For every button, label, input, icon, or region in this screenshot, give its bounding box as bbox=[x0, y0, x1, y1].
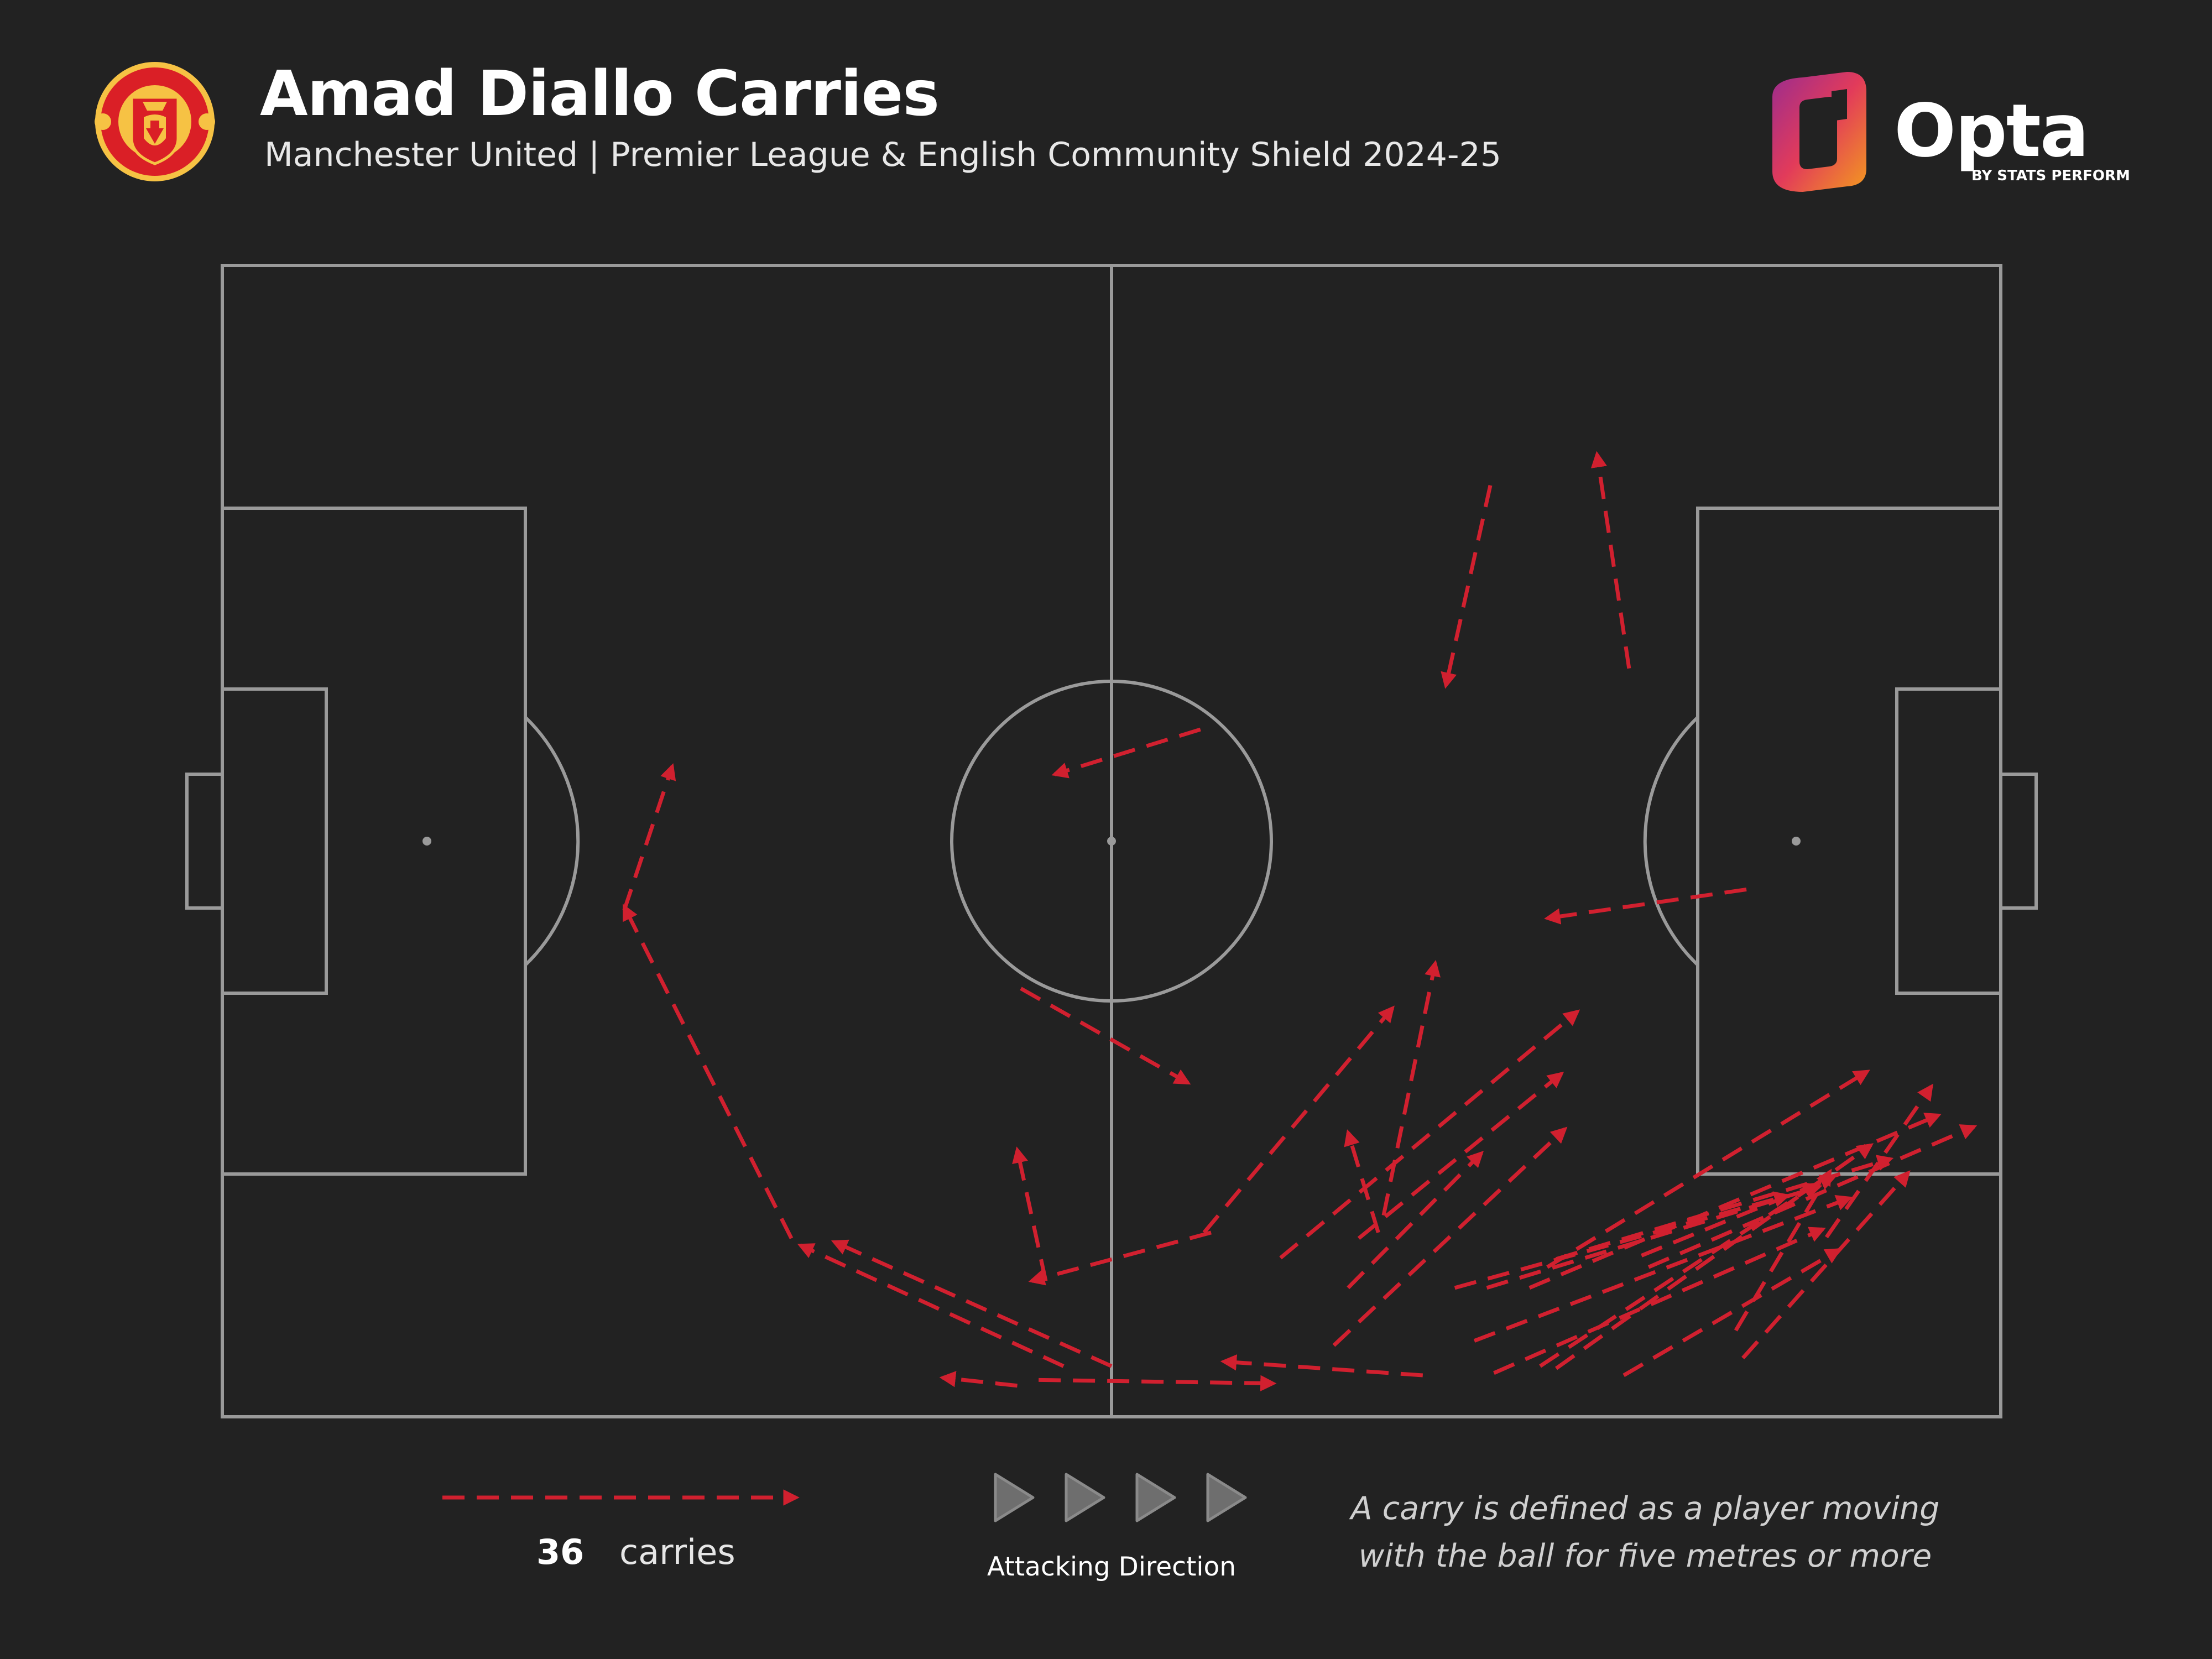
page-title: Amad Diallo Carries bbox=[260, 58, 940, 130]
carry-arrow bbox=[1051, 727, 1201, 779]
carry-arrow bbox=[622, 763, 676, 911]
carry-arrow bbox=[1220, 1354, 1423, 1378]
left-penalty-arc bbox=[524, 716, 580, 967]
direction-arrow-icon bbox=[994, 1473, 1035, 1522]
carry-arrow bbox=[1332, 1126, 1568, 1347]
carry-count-label: carries bbox=[619, 1532, 735, 1572]
carry-arrow bbox=[1741, 1170, 1911, 1360]
carry-arrow bbox=[1528, 1113, 1942, 1290]
carry-arrow bbox=[1344, 1129, 1380, 1233]
page-subtitle: Manchester United | Premier League & Eng… bbox=[264, 135, 1501, 174]
carry-arrow bbox=[1028, 1230, 1212, 1286]
attacking-direction-label: Attacking Direction bbox=[987, 1552, 1236, 1582]
centre-spot bbox=[1107, 837, 1116, 846]
carry-definition: A carry is defined as a player moving wi… bbox=[1349, 1485, 1941, 1580]
carry-arrow bbox=[1347, 1151, 1484, 1290]
carry-arrow bbox=[1544, 887, 1747, 925]
carry-arrow bbox=[1590, 451, 1631, 669]
right-penalty-spot bbox=[1792, 837, 1801, 846]
opta-byline: BY STATS PERFORM bbox=[1971, 168, 2130, 184]
carry-arrow bbox=[622, 904, 794, 1239]
left-penalty-spot bbox=[422, 837, 431, 846]
carry-arrow bbox=[1623, 1248, 1842, 1378]
carry-arrow bbox=[1279, 1009, 1580, 1260]
carry-arrow bbox=[1486, 1182, 1823, 1290]
pitch-lines bbox=[185, 264, 2038, 1418]
centre-circle bbox=[950, 680, 1273, 1003]
carry-arrow bbox=[1012, 1146, 1048, 1282]
carry-arrow bbox=[797, 1243, 1065, 1368]
carry-count: 36 bbox=[536, 1532, 585, 1572]
carry-arrow bbox=[1473, 1195, 1853, 1343]
direction-arrow-icon bbox=[1206, 1473, 1247, 1522]
pitch-spots bbox=[422, 837, 1801, 846]
carry-arrow bbox=[1546, 1070, 1870, 1269]
carry-arrow bbox=[1454, 1191, 1791, 1290]
opta-logo-icon bbox=[1772, 72, 1866, 192]
direction-arrow-icon bbox=[1065, 1473, 1105, 1522]
carry-definition-line: A carry is defined as a player moving bbox=[1350, 1490, 1940, 1527]
right-goal bbox=[1999, 773, 2038, 910]
carry-arrow bbox=[1539, 1182, 1819, 1368]
carry-arrow bbox=[831, 1239, 1113, 1368]
carry-arrow bbox=[1381, 959, 1441, 1216]
carry-arrow bbox=[1357, 1071, 1564, 1240]
carry-arrow bbox=[1202, 1005, 1395, 1234]
carries-layer bbox=[622, 451, 1978, 1391]
carry-arrow bbox=[939, 1371, 1018, 1388]
carry-arrow bbox=[1824, 1083, 1933, 1239]
carry-arrow bbox=[1441, 484, 1493, 689]
right-penalty-box bbox=[1696, 507, 2002, 1176]
right-penalty-arc bbox=[1643, 716, 1699, 967]
left-six-yard-box bbox=[221, 687, 328, 995]
carry-arrow bbox=[1734, 1168, 1832, 1332]
left-penalty-box bbox=[221, 507, 527, 1176]
manchester-united-crest-icon bbox=[95, 62, 215, 181]
carry-definition-line: with the ball for five metres or more bbox=[1358, 1538, 1932, 1574]
direction-arrow-icon bbox=[1135, 1473, 1176, 1522]
left-goal bbox=[185, 773, 224, 910]
carry-arrow bbox=[1039, 1375, 1277, 1391]
right-six-yard-box bbox=[1895, 687, 2002, 995]
carry-arrow bbox=[1493, 1227, 1826, 1375]
attacking-direction-arrows bbox=[994, 1473, 1247, 1522]
opta-wordmark: Opta bbox=[1894, 88, 2089, 174]
carry-arrow bbox=[1020, 987, 1191, 1085]
